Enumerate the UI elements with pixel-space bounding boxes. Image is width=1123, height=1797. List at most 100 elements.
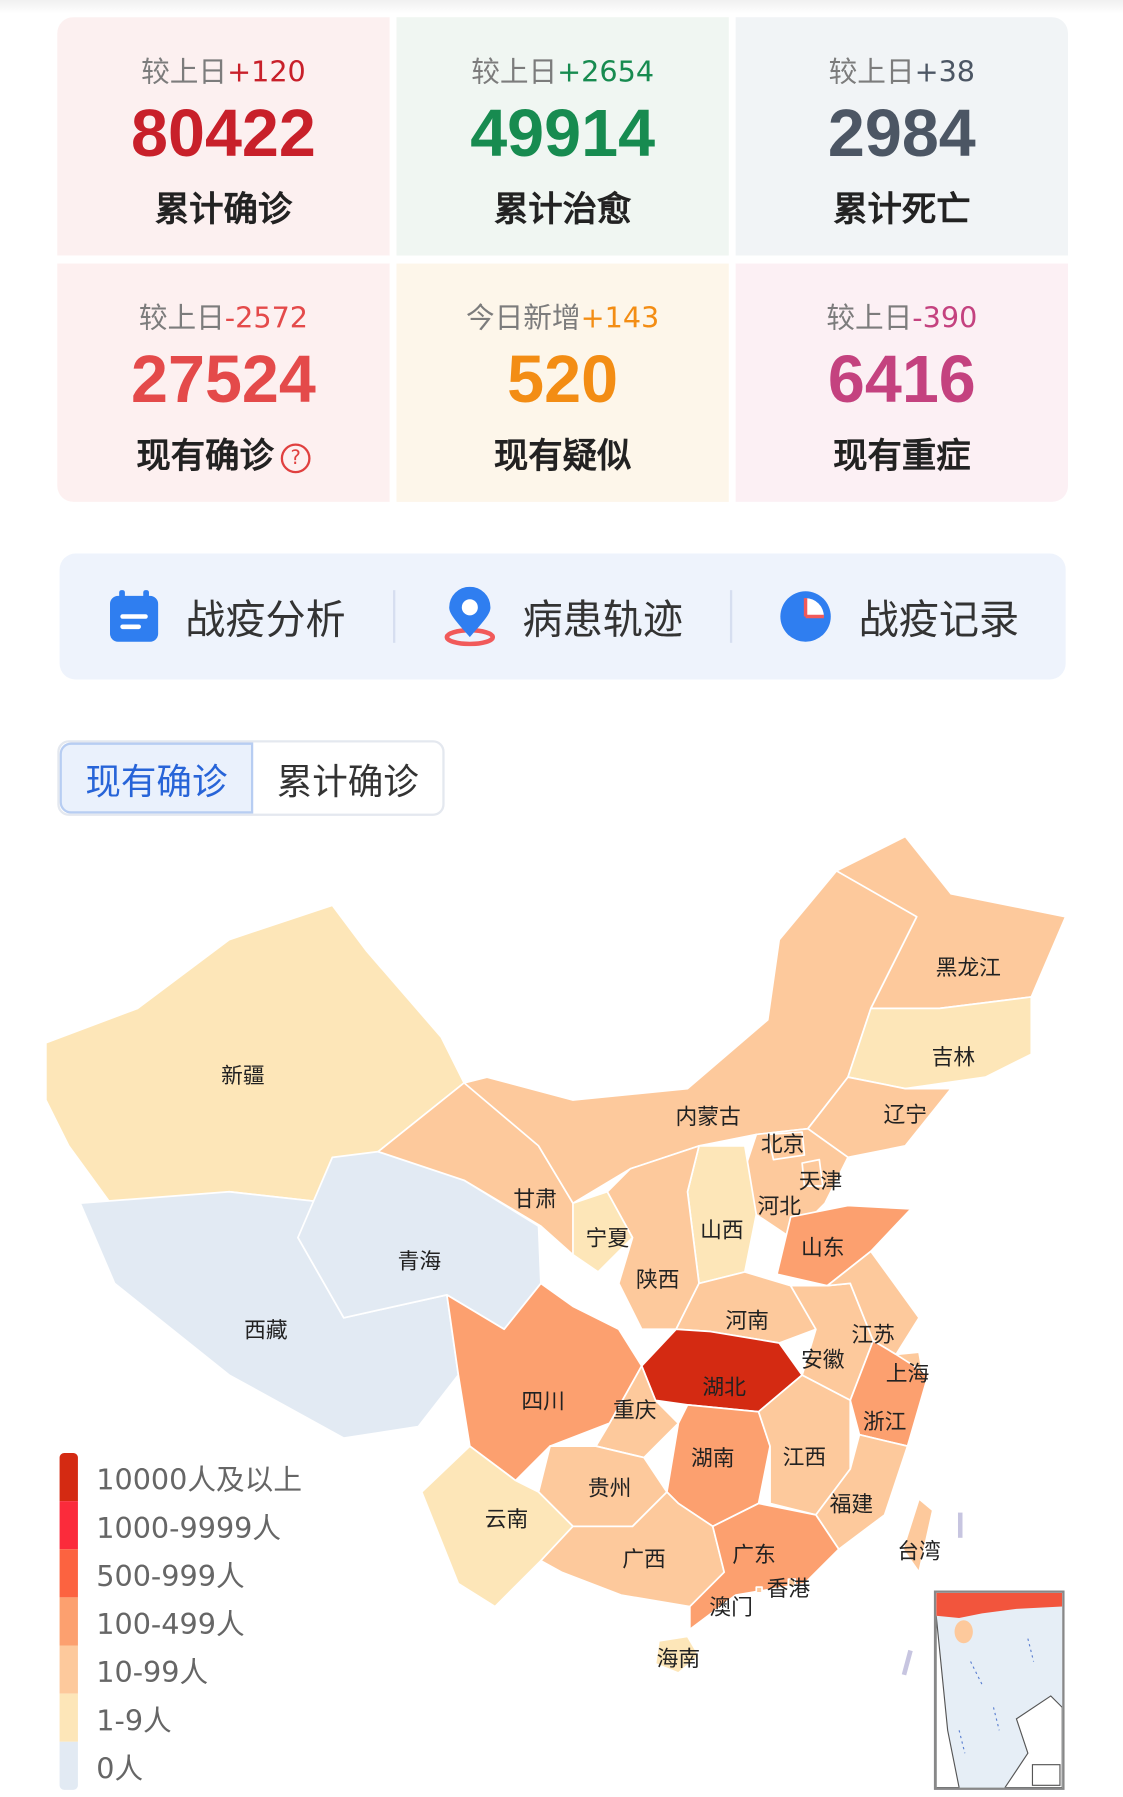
province-6[interactable] [847,996,1033,1090]
legend-label: 10000人及以上 [96,1463,302,1497]
nav-trajectory-button[interactable]: 病患轨迹 [396,553,730,679]
province-label: 新疆 [221,1064,265,1089]
stat-label-text: 累计确诊 [154,190,293,231]
stat-card: 较上日+2654 49914 累计治愈 [396,17,729,256]
province-9[interactable] [766,1131,806,1161]
province-31[interactable] [755,1586,763,1594]
province-label: 湖南 [691,1447,735,1472]
legend-swatch [59,1549,78,1598]
help-icon[interactable]: ? [280,443,311,474]
province-label: 香港 [767,1577,811,1602]
province-29[interactable] [688,1502,840,1631]
province-33[interactable] [902,1497,934,1574]
stat-label: 现有重症 [736,427,1068,477]
calendar-icon [109,590,158,642]
province-label: 重庆 [613,1398,657,1423]
stat-delta: 较上日-390 [736,296,1068,337]
stat-delta: 较上日+38 [736,49,1068,90]
province-label: 西藏 [244,1318,288,1343]
tab-total-confirmed[interactable]: 累计确诊 [276,761,419,803]
nav-records-button[interactable]: 战疫记录 [732,553,1066,679]
nav-records-label: 战疫记录 [858,597,1020,644]
south-china-sea-inset-map [933,1590,1065,1790]
province-label: 北京 [761,1133,805,1158]
province-label: 安徽 [801,1348,845,1373]
stat-label-text: 现有重症 [833,436,971,477]
delta-value: +38 [914,55,976,89]
legend-swatch [59,1453,78,1502]
stat-delta: 较上日-2572 [57,296,389,337]
stat-value: 80422 [131,96,316,171]
delta-value: +143 [580,301,660,335]
province-label: 内蒙古 [676,1105,741,1130]
province-label: 四川 [521,1389,565,1414]
stat-value: 49914 [470,96,656,171]
quick-nav-bar: 战疫分析 病患轨迹 战疫记录 [59,553,1066,680]
province-label: 台湾 [897,1539,941,1564]
stat-value: 6416 [827,342,976,418]
stat-card: 较上日-390 6416 现有重症 [735,263,1068,502]
province-label: 天津 [799,1169,843,1194]
legend-label: 10-99人 [96,1655,209,1690]
province-label: 云南 [485,1507,529,1532]
stat-value: 2984 [827,96,976,171]
province-label: 广东 [732,1543,776,1568]
province-label: 贵州 [588,1476,632,1501]
legend-swatch [59,1597,78,1646]
stat-card: 较上日+120 80422 累计确诊 [57,17,390,256]
legend-label: 1000-9999人 [96,1511,282,1545]
province-32[interactable] [654,1635,700,1674]
divider [393,590,396,643]
legend-swatch [59,1693,78,1742]
stat-card: 较上日-2572 27524 现有确诊? [57,263,390,502]
province-label: 河南 [725,1309,769,1334]
delta-prefix: 较上日 [826,301,913,335]
legend-label: 500-999人 [96,1559,245,1593]
province-30[interactable] [787,1578,797,1587]
delta-value: +2654 [557,55,655,89]
province-label: 辽宁 [883,1103,927,1128]
nine-dash-line-marks [901,1512,963,1676]
stat-delta: 较上日+2654 [396,49,728,90]
province-label: 福建 [830,1492,874,1517]
province-10[interactable] [801,1158,824,1187]
divider [729,590,732,643]
nav-analysis-label: 战疫分析 [185,597,346,644]
stat-value: 520 [507,342,619,418]
stat-label-text: 现有疑似 [493,436,632,477]
province-14[interactable] [606,1145,700,1331]
province-label: 江苏 [851,1323,895,1348]
nav-analysis-button[interactable]: 战疫分析 [60,553,394,679]
top-shadow [0,0,1123,14]
province-label: 河北 [757,1195,801,1220]
tab-current-confirmed[interactable]: 现有确诊 [59,742,254,814]
stat-label: 累计治愈 [396,181,728,231]
delta-prefix: 较上日 [141,55,228,89]
province-label: 海南 [657,1647,701,1672]
province-11[interactable] [686,1145,758,1285]
province-label: 上海 [886,1362,930,1387]
legend-swatch [59,1741,78,1790]
province-label: 山西 [700,1219,744,1244]
stat-label: 现有确诊? [57,427,389,477]
province-label: 黑龙江 [936,956,1001,981]
delta-value: -390 [912,301,978,335]
legend-swatch [59,1645,78,1694]
delta-value: +120 [227,55,306,89]
province-label: 甘肃 [513,1188,557,1213]
stat-label: 现有疑似 [396,427,728,477]
stat-label-text: 现有确诊 [136,436,274,477]
province-label: 吉林 [932,1046,976,1071]
delta-prefix: 较上日 [138,301,225,335]
stat-card: 较上日+38 2984 累计死亡 [735,17,1068,256]
stat-label: 累计死亡 [736,181,1068,231]
stat-label-text: 累计死亡 [833,190,971,231]
inset-map-image [936,1592,1063,1788]
delta-prefix: 今日新增 [465,301,581,335]
nav-trajectory-label: 病患轨迹 [522,597,683,644]
delta-value: -2572 [224,301,309,335]
legend-label: 100-499人 [96,1607,245,1641]
province-label: 江西 [783,1445,827,1470]
